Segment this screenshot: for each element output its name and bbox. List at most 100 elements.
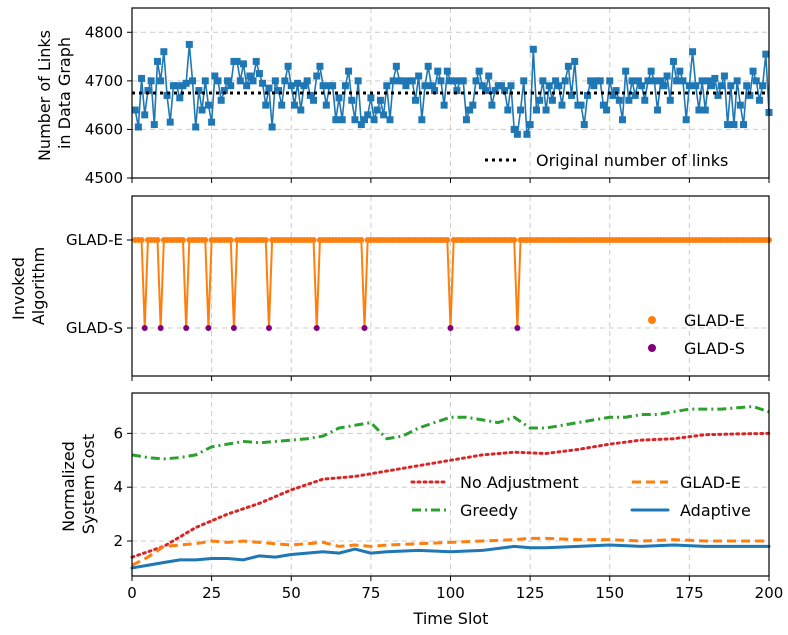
- links-data-point: [427, 82, 435, 90]
- links-data-point: [587, 77, 595, 85]
- glad-e-point: [511, 237, 518, 243]
- links-data-point: [383, 82, 391, 90]
- links-data-point: [736, 101, 744, 109]
- links-data-point: [663, 72, 671, 80]
- links-data-point: [497, 82, 505, 90]
- panel-invoked-legend: GLAD-E GLAD-S: [648, 311, 745, 358]
- links-data-point: [201, 77, 209, 85]
- links-data-point: [673, 77, 681, 85]
- links-data-point: [682, 116, 690, 124]
- links-data-point: [561, 77, 569, 85]
- links-data-point: [459, 77, 467, 85]
- links-data-point: [271, 77, 279, 85]
- legend-reference-label: Original number of links: [536, 151, 728, 170]
- links-data-point: [195, 87, 203, 95]
- glad-e-point: [179, 237, 186, 243]
- y-tick-label: GLAD-E: [66, 231, 123, 249]
- links-data-point: [650, 77, 658, 85]
- links-data-point: [268, 123, 276, 131]
- links-data-point: [138, 74, 146, 82]
- links-data-point: [370, 116, 378, 124]
- links-data-point: [609, 91, 617, 99]
- links-data-point: [727, 82, 735, 90]
- links-data-point: [762, 50, 770, 58]
- links-data-point: [657, 77, 665, 85]
- y-tick-label: 4800: [85, 23, 123, 41]
- links-data-point: [660, 82, 668, 90]
- links-data-point: [284, 62, 292, 70]
- links-data-point: [134, 123, 142, 131]
- links-data-point: [290, 101, 298, 109]
- links-data-point: [679, 77, 687, 85]
- links-data-point: [740, 121, 748, 129]
- links-data-point: [316, 62, 324, 70]
- links-data-point: [319, 82, 327, 90]
- links-data-point: [711, 74, 719, 82]
- links-data-point: [157, 77, 165, 85]
- legend-glad-s-label: GLAD-S: [684, 339, 745, 358]
- glad-e-point: [202, 237, 209, 243]
- links-data-point: [322, 101, 330, 109]
- links-data-point: [501, 87, 509, 95]
- links-data-point: [217, 96, 225, 104]
- glad-e-point: [227, 237, 234, 243]
- links-data-point: [622, 67, 630, 75]
- glad-e-point: [310, 237, 317, 243]
- links-data-point: [625, 96, 633, 104]
- links-data-point: [421, 82, 429, 90]
- links-data-point: [392, 62, 400, 70]
- legend-label: GLAD-E: [680, 473, 741, 492]
- links-data-point: [153, 57, 161, 65]
- links-data-point: [389, 77, 397, 85]
- glad-e-point: [444, 237, 451, 243]
- x-tick-label: 50: [282, 584, 301, 602]
- links-data-point: [275, 87, 283, 95]
- links-data-point: [424, 62, 432, 70]
- panel-links: 4500 4600 4700 4800 Number of Links in Data…: [35, 7, 773, 187]
- links-data-point: [523, 130, 531, 138]
- links-data-point: [701, 106, 709, 114]
- y-tick-label: 2: [113, 532, 123, 550]
- links-data-point: [612, 87, 620, 95]
- links-data-point: [520, 77, 528, 85]
- links-data-point: [752, 77, 760, 85]
- links-data-point: [529, 45, 537, 53]
- links-data-point: [695, 106, 703, 114]
- links-data-point: [361, 116, 369, 124]
- links-data-point: [214, 77, 222, 85]
- links-data-point: [259, 79, 267, 87]
- links-data-point: [644, 77, 652, 85]
- links-data-point: [749, 67, 757, 75]
- links-data-point: [224, 77, 232, 85]
- links-data-point: [141, 111, 149, 119]
- links-data-point: [147, 77, 155, 85]
- links-data-point: [313, 72, 321, 80]
- x-tick-label: 200: [755, 584, 784, 602]
- links-data-point: [510, 125, 518, 133]
- links-data-point: [306, 91, 314, 99]
- y-tick-label: 4: [113, 478, 123, 496]
- glad-s-point: [313, 325, 320, 331]
- links-data-point: [376, 96, 384, 104]
- links-data-point: [555, 82, 563, 90]
- links-data-point: [163, 91, 171, 99]
- links-data-point: [603, 106, 611, 114]
- panel-cost-ylabel: Normalized System Cost: [59, 434, 98, 534]
- links-data-point: [532, 106, 540, 114]
- links-data-point: [220, 87, 228, 95]
- links-data-point: [440, 101, 448, 109]
- invoked-algorithm-line: [135, 239, 769, 329]
- panel-invoked: GLAD-E GLAD-S Invoked Algorithm GLAD-E GL…: [9, 195, 772, 381]
- links-data-point: [717, 82, 725, 90]
- links-series-line: [134, 44, 770, 137]
- links-data-point: [488, 101, 496, 109]
- ylabel-line1: Number of Links: [35, 30, 54, 161]
- panel-invoked-ylabel: Invoked Algorithm: [9, 247, 48, 325]
- links-data-point: [189, 77, 197, 85]
- links-data-point: [144, 87, 152, 95]
- links-data-point: [692, 82, 700, 90]
- ylabel-line2: in Data Graph: [55, 37, 74, 149]
- links-data-point: [714, 91, 722, 99]
- x-tick-label: 125: [516, 584, 545, 602]
- links-data-point: [287, 82, 295, 90]
